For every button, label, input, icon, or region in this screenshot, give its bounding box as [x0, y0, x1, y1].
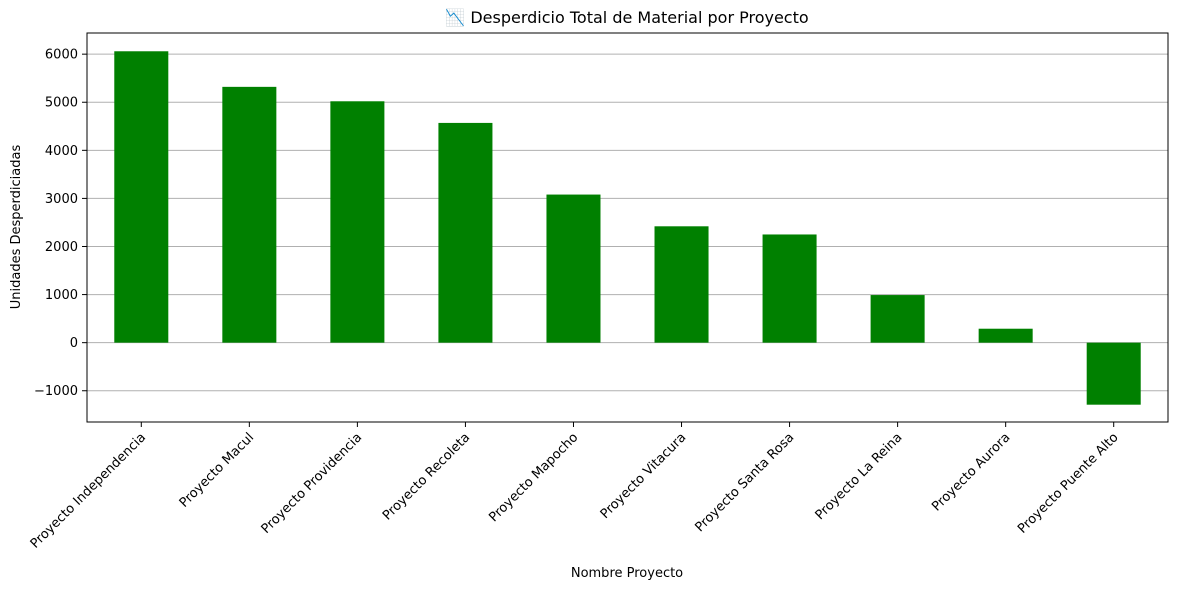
y-tick-label: 0 [70, 336, 78, 351]
bar [438, 122, 493, 343]
x-tick-label: Proyecto Puente Alto [1015, 430, 1121, 536]
y-tick-label: 3000 [45, 192, 78, 207]
x-tick-label: Proyecto Mapocho [486, 430, 581, 525]
bar [870, 295, 925, 343]
chart-title: 📉 Desperdicio Total de Material por Proy… [445, 8, 808, 27]
y-tick-label: 1000 [45, 288, 78, 303]
y-axis-ticks: −1000 0 1000 2000 3000 4000 5000 6000 [34, 48, 87, 399]
y-axis-label: Unidades Desperdiciadas [9, 145, 24, 310]
x-tick-label: Proyecto Santa Rosa [692, 430, 797, 535]
y-tick-label: 6000 [45, 48, 78, 63]
bar [1086, 342, 1141, 405]
x-tick-label: Proyecto La Reina [813, 430, 906, 523]
x-tick-label: Proyecto Recoleta [380, 430, 473, 523]
bar [222, 86, 277, 343]
x-tick-label: Proyecto Macul [177, 430, 257, 510]
bar [762, 234, 817, 343]
x-tick-label: Proyecto Vitacura [598, 430, 690, 522]
x-tick-label: Proyecto Providencia [259, 430, 366, 537]
bar [330, 101, 385, 343]
bar [978, 328, 1033, 343]
y-tick-label: 2000 [45, 240, 78, 255]
bar [546, 194, 601, 343]
y-tick-label: 5000 [45, 96, 78, 111]
x-tick-label: Proyecto Aurora [929, 430, 1013, 514]
y-tick-label: −1000 [34, 384, 78, 399]
bar [654, 226, 709, 343]
y-tick-label: 4000 [45, 144, 78, 159]
x-axis-ticks: Proyecto Independencia Proyecto Macul Proy… [28, 422, 1122, 552]
plot-frame [86, 32, 1169, 423]
bars [114, 51, 1141, 405]
x-axis-label: Nombre Proyecto [571, 566, 683, 581]
bar [114, 51, 169, 343]
x-tick-label: Proyecto Independencia [28, 430, 149, 551]
